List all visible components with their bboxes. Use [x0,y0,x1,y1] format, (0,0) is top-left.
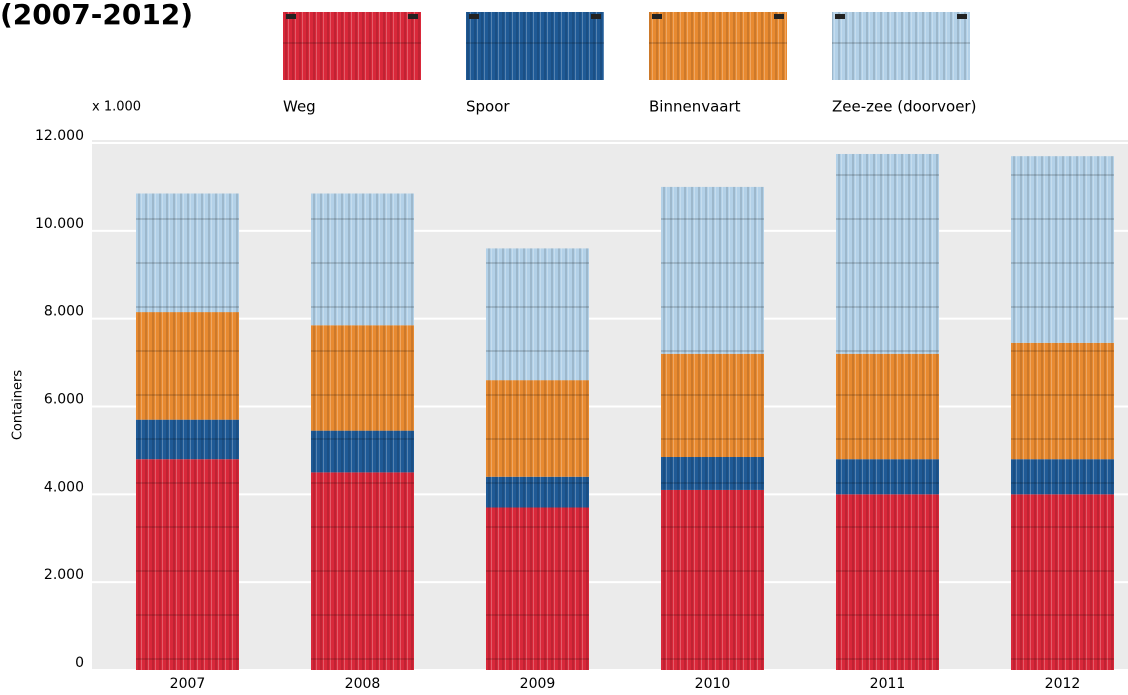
bar-segment [1011,459,1114,495]
y-tick-label: 2.000 [44,567,84,583]
bar-segment [836,153,939,354]
y-tick-label: 6.000 [44,392,84,408]
x-tick-label: 2009 [520,676,556,692]
legend-swatch [832,12,970,80]
bar-segment [836,353,939,460]
legend-stripe [469,14,479,19]
x-tick-label: 2011 [870,676,906,692]
bar-segment [311,472,414,670]
bar-segment [1011,156,1114,343]
legend-stripe [957,14,967,19]
bar-segment [311,430,414,473]
y-tick-label: 10.000 [35,216,84,232]
y-tick-label: 12.000 [35,128,84,144]
legend-swatch [466,12,604,80]
bar-segment [661,457,764,490]
x-tick-label: 2012 [1045,676,1081,692]
legend-stripe [591,14,601,19]
legend-stripe [835,14,845,19]
legend-swatch [649,12,787,80]
legend-swatch [283,12,421,80]
bar-segment [136,193,239,313]
y-axis-label: Containers [11,370,26,441]
bar-segment [136,459,239,670]
legend-stripe [408,14,418,19]
legend-stripe [774,14,784,19]
bar-segment [1011,494,1114,670]
bar-segment [311,193,414,326]
bar-segment [836,459,939,495]
bar-segment [486,380,589,477]
y-tick-label: 4.000 [44,479,84,495]
x-tick-label: 2010 [695,676,731,692]
legend-stripe [652,14,662,19]
legend-label: Weg [283,98,316,116]
bar-segment [311,325,414,431]
bar-segment [661,489,764,670]
legend-stripe [286,14,296,19]
x-tick-label: 2008 [345,676,381,692]
bar-segment [136,312,239,420]
chart-title: (2007-2012) [0,0,193,31]
bar-segment [486,507,589,670]
y-tick-label: 0 [75,655,84,671]
legend-label: Binnenvaart [649,98,741,116]
bar-segment [136,419,239,460]
unit-label: x 1.000 [92,100,141,115]
y-tick-label: 8.000 [44,304,84,320]
x-tick-label: 2007 [170,676,206,692]
bar-segment [661,186,764,354]
legend-label: Zee-zee (doorvoer) [832,98,976,116]
bar-segment [486,476,589,508]
bar-segment [836,494,939,670]
bar-segment [486,248,589,381]
legend-label: Spoor [466,98,510,116]
bar-segment [1011,342,1114,460]
bar-segment [661,353,764,458]
plot-background [92,140,1128,670]
